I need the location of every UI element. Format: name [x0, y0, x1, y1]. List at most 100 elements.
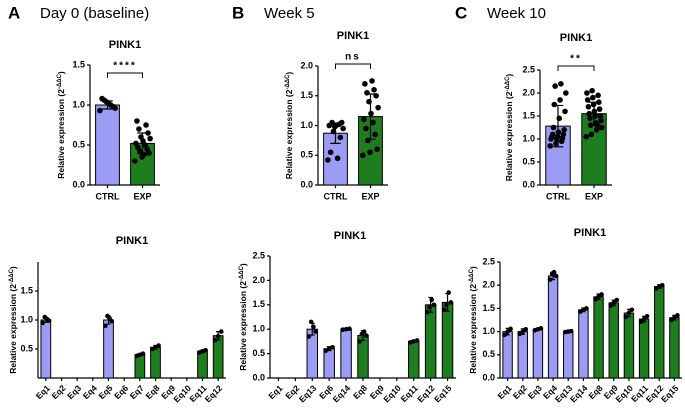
chart-title: PINK1 [574, 227, 606, 239]
panel-letter: A [8, 3, 20, 22]
data-point [589, 87, 595, 94]
data-point [659, 282, 665, 288]
data-point [136, 126, 142, 132]
data-point [590, 101, 597, 108]
x-tick-label: Eq15 [659, 383, 681, 405]
x-tick-label: Eq7 [128, 383, 146, 401]
panel-letter: B [232, 3, 244, 22]
bar [547, 275, 559, 379]
y-tick-label: 0.5 [20, 343, 33, 353]
data-point [323, 348, 329, 353]
chart-title: PINK1 [560, 32, 592, 44]
data-point [547, 277, 553, 282]
data-point [361, 116, 367, 123]
data-point [608, 303, 614, 308]
y-axis-label: Relative expression (2-ΔΔC) [504, 74, 514, 182]
y-tick-label: 0.5 [482, 349, 495, 359]
y-tick-label: 1.0 [252, 324, 265, 334]
y-axis-label-main: Relative expression (2 [284, 89, 294, 179]
data-point [584, 97, 591, 103]
data-point [364, 89, 370, 96]
y-tick-label: 2.5 [522, 64, 535, 74]
data-point [591, 108, 598, 115]
data-point [590, 94, 596, 101]
x-tick-label: Eq3 [65, 383, 83, 401]
bar [407, 340, 420, 379]
data-point [99, 95, 105, 102]
data-point [373, 92, 379, 99]
data-point [97, 107, 103, 114]
data-point [360, 152, 366, 159]
data-point [340, 125, 346, 132]
data-point [444, 302, 449, 308]
y-tick-label: 1.5 [72, 59, 85, 69]
data-point [626, 310, 632, 316]
y-axis-label-sup: -ΔΔC [505, 76, 511, 92]
data-point [338, 119, 345, 126]
data-point [347, 326, 352, 332]
panel-subtitle: Week 5 [264, 5, 315, 22]
y-axis-label: Relative expression (2-ΔΔC) [284, 72, 294, 180]
bar [323, 348, 335, 379]
y-axis-label-end: ) [8, 266, 18, 269]
x-tick-label: Eq13 [297, 383, 319, 405]
y-tick-label: 1.0 [72, 99, 85, 109]
data-point [584, 90, 590, 96]
significance-bracket [557, 65, 595, 71]
x-tick-label: CTRL [96, 191, 120, 201]
data-point [372, 131, 378, 138]
data-point [103, 323, 108, 329]
data-point [596, 106, 603, 112]
y-tick-label: 1.0 [20, 314, 33, 324]
x-tick-label: EXP [133, 191, 151, 201]
data-point [308, 319, 314, 325]
data-point [327, 149, 334, 156]
significance-label: ** [570, 54, 582, 65]
y-tick-label: 2.5 [252, 250, 265, 260]
data-point [343, 326, 349, 332]
x-tick-label: Eq1 [266, 383, 284, 401]
y-axis-label: Relative expression (2-ΔΔC) [468, 266, 478, 374]
data-point [311, 324, 316, 330]
y-axis-label-end: ) [504, 74, 514, 77]
data-point [595, 92, 601, 99]
x-tick-label: Eq14 [331, 383, 353, 405]
chart-title: PINK1 [116, 235, 148, 247]
significance-label: ns [345, 52, 361, 63]
data-point [588, 131, 595, 138]
data-point [42, 314, 48, 320]
y-tick-label: 0.0 [252, 372, 265, 382]
x-tick-label: Eq12 [415, 383, 437, 405]
y-axis-label-end: ) [56, 71, 66, 74]
bar [502, 331, 513, 379]
bar [532, 328, 544, 379]
data-point [549, 271, 555, 276]
data-point [549, 131, 556, 138]
y-axis-label-main: Relative expression (2 [8, 284, 18, 374]
data-point [502, 332, 507, 338]
x-tick-label: Eq12 [203, 383, 225, 405]
x-tick-label: Eq11 [399, 383, 420, 404]
data-point [141, 151, 147, 158]
data-point [553, 273, 559, 279]
data-point [414, 338, 420, 343]
y-tick-label: 1.5 [482, 303, 495, 313]
data-point [553, 140, 559, 147]
data-point [623, 314, 629, 320]
data-point [552, 83, 558, 89]
data-point [363, 125, 369, 132]
data-point [147, 135, 153, 142]
x-tick-label: Eq10 [381, 383, 403, 405]
panel-letter: C [455, 3, 467, 22]
data-point [594, 122, 601, 128]
panel-subtitle: Day 0 (baseline) [40, 5, 149, 22]
data-point [145, 130, 151, 136]
data-point [427, 304, 432, 310]
y-tick-label: 1.5 [252, 299, 265, 309]
y-tick-label: 2.0 [482, 280, 495, 290]
data-point [505, 329, 510, 334]
y-tick-label: 2.0 [300, 60, 313, 70]
data-point [313, 329, 318, 334]
panel-subtitle: Week 10 [487, 5, 546, 22]
data-point [134, 118, 140, 124]
